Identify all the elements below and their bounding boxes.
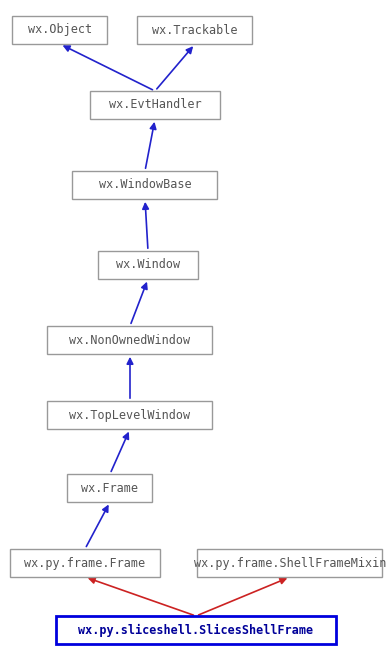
Text: wx.EvtHandler: wx.EvtHandler (109, 99, 201, 111)
Text: wx.Frame: wx.Frame (82, 481, 138, 494)
Bar (67, 474, 152, 502)
Bar (47, 401, 212, 429)
Bar (98, 251, 198, 279)
Bar (10, 549, 160, 577)
Text: wx.Trackable: wx.Trackable (152, 24, 238, 37)
Bar (47, 326, 212, 354)
Text: wx.py.frame.Frame: wx.py.frame.Frame (24, 557, 145, 570)
Text: wx.NonOwnedWindow: wx.NonOwnedWindow (69, 334, 191, 347)
Text: wx.py.sliceshell.SlicesShellFrame: wx.py.sliceshell.SlicesShellFrame (78, 623, 314, 636)
Text: wx.Object: wx.Object (28, 24, 92, 37)
Bar (13, 16, 107, 44)
Bar (138, 16, 252, 44)
Text: wx.WindowBase: wx.WindowBase (99, 179, 191, 192)
Bar (73, 171, 218, 199)
Bar (90, 91, 220, 119)
Text: wx.py.frame.ShellFrameMixin: wx.py.frame.ShellFrameMixin (194, 557, 386, 570)
Text: wx.Window: wx.Window (116, 258, 180, 271)
Bar (56, 616, 336, 644)
Bar (198, 549, 383, 577)
Text: wx.TopLevelWindow: wx.TopLevelWindow (69, 409, 191, 421)
